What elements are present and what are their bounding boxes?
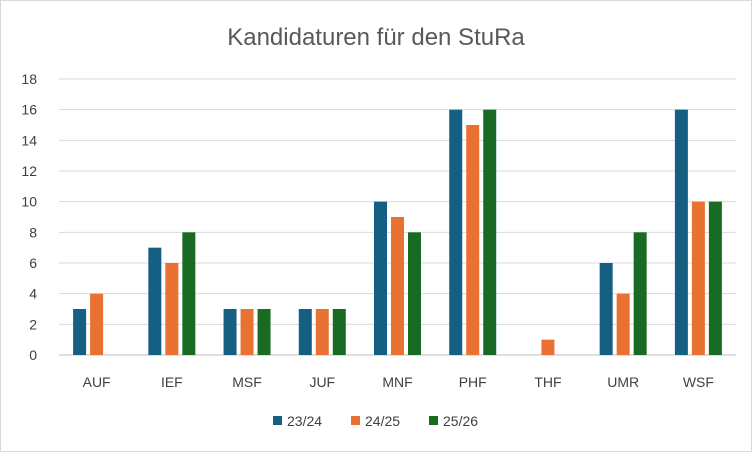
bar-thf-24-25 bbox=[541, 339, 555, 355]
bar-auf-24-25 bbox=[90, 293, 104, 355]
y-tick-label: 6 bbox=[29, 255, 37, 271]
y-tick-label: 8 bbox=[29, 224, 37, 240]
bar-phf-23-24 bbox=[449, 109, 463, 356]
bar-mnf-23-24 bbox=[374, 201, 387, 355]
legend-label: 24/25 bbox=[365, 413, 400, 429]
bar-juf-23-24 bbox=[298, 309, 312, 355]
x-tick-label: AUF bbox=[83, 374, 111, 390]
bar-juf-24-25 bbox=[315, 309, 329, 355]
legend-swatch bbox=[351, 416, 360, 425]
y-tick-label: 16 bbox=[21, 102, 37, 118]
y-tick-label: 14 bbox=[21, 132, 37, 148]
bar-phf-25-26 bbox=[483, 109, 497, 356]
legend-swatch bbox=[273, 416, 282, 425]
x-tick-label: IEF bbox=[161, 374, 183, 390]
x-tick-label: PHF bbox=[459, 374, 487, 390]
bar-ief-23-24 bbox=[148, 247, 162, 355]
x-tick-label: JUF bbox=[309, 374, 335, 390]
x-tick-label: UMR bbox=[607, 374, 639, 390]
y-tick-labels: 0 2 4 6 8 10 12 14 16 18 bbox=[21, 71, 37, 363]
bar-phf-24-25 bbox=[466, 125, 480, 355]
chart-title: Kandidaturen für den StuRa bbox=[227, 24, 525, 51]
bar-umr-25-26 bbox=[633, 232, 647, 355]
y-tick-label: 18 bbox=[21, 71, 37, 87]
x-tick-label: WSF bbox=[683, 374, 714, 390]
legend: 23/24 24/25 25/26 bbox=[273, 413, 478, 429]
bar-ief-25-26 bbox=[182, 232, 196, 355]
bar-msf-23-24 bbox=[223, 309, 237, 355]
bar-wsf-25-26 bbox=[708, 201, 722, 355]
bar-auf-23-24 bbox=[73, 309, 87, 355]
y-tick-label: 2 bbox=[29, 316, 37, 332]
bar-mnf-24-25 bbox=[391, 217, 404, 355]
bar-mnf-25-26 bbox=[408, 232, 421, 355]
bar-umr-23-24 bbox=[599, 263, 613, 355]
y-tick-label: 10 bbox=[21, 194, 37, 210]
legend-swatch bbox=[429, 416, 438, 425]
bar-ief-24-25 bbox=[165, 263, 179, 355]
y-tick-label: 4 bbox=[29, 286, 37, 302]
legend-label: 23/24 bbox=[287, 413, 322, 429]
bar-msf-24-25 bbox=[240, 309, 254, 355]
x-tick-labels: AUF IEF MSF JUF MNF PHF THF UMR WSF bbox=[83, 374, 714, 390]
x-tick-label: THF bbox=[534, 374, 561, 390]
legend-label: 25/26 bbox=[443, 413, 478, 429]
bar-juf-25-26 bbox=[332, 309, 346, 355]
bar-wsf-23-24 bbox=[674, 109, 688, 356]
bar-layer bbox=[73, 109, 722, 356]
x-tick-label: MSF bbox=[232, 374, 262, 390]
bar-msf-25-26 bbox=[257, 309, 271, 355]
x-tick-label: MNF bbox=[382, 374, 412, 390]
y-tick-label: 12 bbox=[21, 163, 37, 179]
y-tick-label: 0 bbox=[29, 347, 37, 363]
bar-umr-24-25 bbox=[616, 293, 630, 355]
bar-wsf-24-25 bbox=[691, 201, 705, 355]
